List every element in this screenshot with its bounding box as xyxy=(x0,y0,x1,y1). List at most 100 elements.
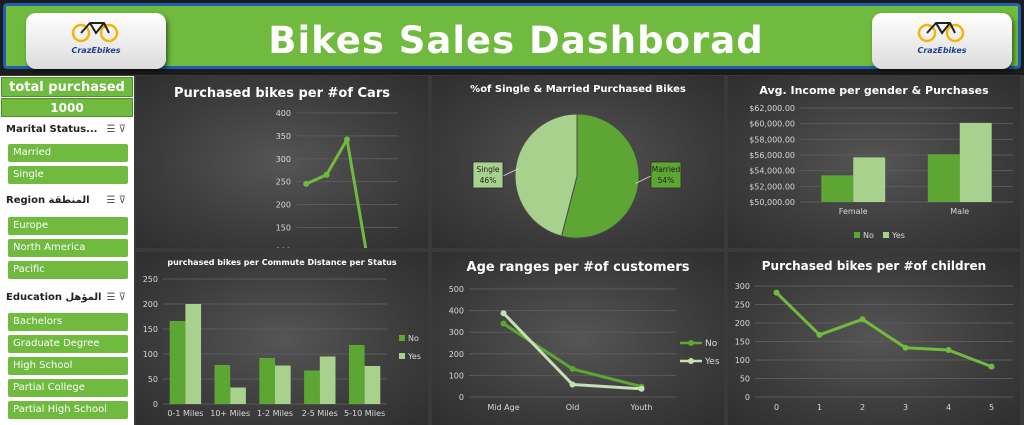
data-point xyxy=(859,316,866,323)
x-tick-label: 1-2 Miles xyxy=(257,409,293,418)
chart-commute-panel: purchased bikes per Commute Distance per… xyxy=(136,252,428,425)
chart-title: Purchased bikes per #of children xyxy=(761,259,987,273)
bar xyxy=(169,321,186,404)
y-tick-label: 200 xyxy=(143,300,158,309)
x-tick-label: 5 xyxy=(989,403,994,412)
x-tick-label: Female xyxy=(839,207,868,216)
chart-commute-svg: 0 50 100 150 200 250 0-1 Miles 10+ Miles 1-2 Mil… xyxy=(143,275,421,418)
series-line xyxy=(775,291,993,369)
multi-select-icon[interactable]: ☰ xyxy=(106,292,116,303)
marital-status-slicer-header: Marital Status... ☰ ⊽ xyxy=(2,121,132,139)
legend-marker xyxy=(688,340,694,346)
slicer-item-pacific[interactable]: Pacific xyxy=(8,261,128,279)
chart-title: %of Single & Married Purchased Bikes xyxy=(470,84,686,95)
y-tick-label: $56,000.00 xyxy=(749,151,795,160)
logo-right: CrazEbikes xyxy=(872,13,1012,69)
y-tick-label: $58,000.00 xyxy=(749,135,795,144)
x-tick-label: 3 xyxy=(903,403,908,412)
x-tick-label: 2-5 Miles xyxy=(302,409,338,418)
chart-income-svg: $50,000.00 $52,000.00 $54,000.00 $56,000.00… xyxy=(749,104,1013,240)
legend-swatch xyxy=(883,232,889,238)
x-tick-label: Male xyxy=(950,207,969,216)
bar xyxy=(319,356,336,404)
chart-age-svg: 0 100 200 300 400 500 Mid Age Old Youth No Yes xyxy=(449,285,720,412)
clear-filter-icon[interactable]: ⊽ xyxy=(118,195,126,206)
x-tick-label: 0-1 Miles xyxy=(167,409,203,418)
data-point xyxy=(569,365,576,372)
chart-cars-panel: Purchased bikes per #of Cars 05010015020… xyxy=(136,76,428,248)
leader-line xyxy=(635,175,652,184)
legend-swatch xyxy=(854,232,860,238)
y-tick-label: 400 xyxy=(276,109,291,118)
bar xyxy=(821,175,854,202)
slicer-item-married[interactable]: Married xyxy=(8,144,128,162)
bar xyxy=(304,370,320,404)
bike-logo-icon xyxy=(71,22,119,43)
data-point xyxy=(344,136,350,143)
slicer-item-north-america[interactable]: North America xyxy=(8,239,128,257)
x-tick-label: Old xyxy=(566,403,580,412)
y-tick-label: $60,000.00 xyxy=(749,120,795,129)
bar xyxy=(927,154,960,202)
data-point xyxy=(569,381,576,388)
chart-title: Purchased bikes per #of Cars xyxy=(174,86,390,101)
bar xyxy=(185,304,202,404)
data-label-box xyxy=(472,161,504,189)
x-tick-label: 2 xyxy=(860,403,865,412)
multi-select-icon[interactable]: ☰ xyxy=(106,124,116,135)
x-tick-label: 0 xyxy=(774,403,779,412)
sidebar: total purchased 1000 Marital Status... ☰… xyxy=(0,76,134,425)
y-tick-label: 350 xyxy=(276,132,291,141)
chart-title: Age ranges per #of customers xyxy=(466,260,690,275)
data-point xyxy=(902,344,909,351)
y-tick-label: 200 xyxy=(449,350,464,359)
data-label-name: Married xyxy=(652,165,681,174)
multi-select-icon[interactable]: ☰ xyxy=(106,195,116,206)
leader-line xyxy=(502,168,519,177)
y-tick-label: 150 xyxy=(735,338,750,347)
y-tick-label: 250 xyxy=(276,178,291,187)
y-tick-label: 100 xyxy=(276,246,291,248)
bar xyxy=(853,157,886,202)
data-label-pct: 46% xyxy=(480,176,497,185)
data-point xyxy=(816,331,823,338)
bar xyxy=(364,366,381,404)
slicer-item-europe[interactable]: Europe xyxy=(8,217,128,235)
legend-label: Yes xyxy=(704,357,720,367)
y-tick-label: 400 xyxy=(449,307,464,316)
slicer-item-bachelors[interactable]: Bachelors xyxy=(8,313,128,331)
slicer-item-graduate-degree[interactable]: Graduate Degree xyxy=(8,335,128,353)
chart-title: purchased bikes per Commute Distance per… xyxy=(167,258,397,267)
clear-filter-icon[interactable]: ⊽ xyxy=(118,292,126,303)
data-point xyxy=(500,310,507,317)
bar xyxy=(348,345,365,404)
y-tick-label: 50 xyxy=(148,375,158,384)
series-line xyxy=(502,312,642,391)
pie-slice xyxy=(560,113,640,239)
x-tick-label: 5-10 Miles xyxy=(344,409,385,418)
slicer-item-partial-high-school[interactable]: Partial High School xyxy=(8,401,128,419)
y-tick-label: 300 xyxy=(276,155,291,164)
total-purchased-label: total purchased xyxy=(1,77,133,97)
data-point xyxy=(988,363,995,370)
y-tick-label: 200 xyxy=(735,319,750,328)
dashboard-title: Bikes Sales Dashborad xyxy=(268,19,764,62)
slicer-item-high-school[interactable]: High School xyxy=(8,357,128,375)
y-tick-label: 100 xyxy=(449,371,464,380)
x-tick-label: Youth xyxy=(630,403,653,412)
header-band: CrazEbikes Bikes Sales Dashborad CrazEbi… xyxy=(3,3,1021,69)
clear-filter-icon[interactable]: ⊽ xyxy=(118,124,126,135)
data-label-box xyxy=(650,161,682,189)
x-tick-label: 1 xyxy=(817,403,822,412)
chart-marital-pie-svg: Married 54% Single 46% xyxy=(472,113,682,239)
y-tick-label: $52,000.00 xyxy=(749,182,795,191)
bar xyxy=(259,358,275,404)
total-purchased-value: 1000 xyxy=(1,98,133,117)
data-point xyxy=(303,180,310,187)
slicer-item-single[interactable]: Single xyxy=(8,166,128,184)
data-label-name: Single xyxy=(476,165,499,174)
y-tick-label: $50,000.00 xyxy=(749,198,795,207)
data-point xyxy=(500,320,507,327)
slicer-item-partial-college[interactable]: Partial College xyxy=(8,379,128,397)
y-tick-label: 150 xyxy=(276,223,291,232)
